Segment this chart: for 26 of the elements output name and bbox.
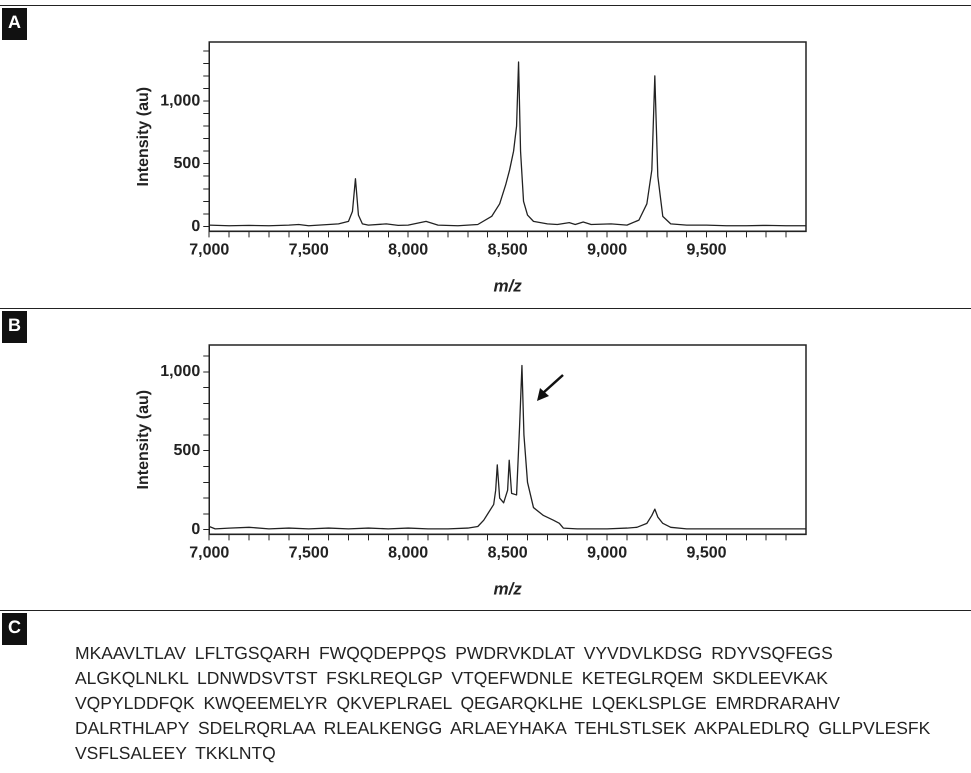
- y-tick-label: 0: [191, 521, 200, 538]
- x-tick-label: 8,000: [388, 544, 428, 562]
- x-tick-label: 7,000: [189, 241, 230, 258]
- y-axis-title: Intensity (au): [135, 390, 152, 490]
- x-tick-label: 9,000: [587, 241, 628, 258]
- y-axis-title: Intensity (au): [135, 86, 152, 186]
- x-tick-label: 8,000: [388, 241, 428, 258]
- x-tick-label: 9,500: [686, 544, 727, 562]
- x-tick-label: 7,500: [288, 544, 329, 562]
- y-tick-label: 500: [174, 442, 200, 460]
- y-tick-label: 1,000: [160, 363, 200, 380]
- y-tick-label: 500: [174, 155, 200, 172]
- y-tick-label: 0: [191, 218, 200, 235]
- x-axis-title: m/z: [493, 579, 522, 598]
- x-tick-label: 7,000: [189, 544, 230, 562]
- x-tick-label: 7,500: [288, 241, 329, 258]
- x-tick-label: 8,500: [488, 544, 528, 562]
- text: B: [8, 314, 21, 335]
- text: C: [2, 613, 27, 645]
- x-tick-label: 9,500: [686, 241, 727, 258]
- x-tick-label: 8,500: [488, 241, 528, 258]
- text: A: [8, 12, 21, 32]
- y-tick-label: 1,000: [160, 92, 200, 110]
- text: MKAAVLTLAV LFLTGSQARH FWQQDEPPQS PWDRVKDLAT VYVDVLKDSG RDYVSQFEGS ALGKQLNLKL LDNWDSVTST FSKLREQLGP VTQEFWDNLE KETEGLRQEM SKDLEEVKAK VQPYLDDFQK KWQEEMELYR QKVEPLRAEL QEGARQKLHE LQEKLSPLGE EMRDRARAHV DALRTHLAPY SDELRQRLAA RLEALKENGG ARLAEYHAKA TEHLSTLSEK AKPALEDLRQ GLLPVLESFK VSFLSALEEY TKKLNTQ: [75, 642, 932, 765]
- x-tick-label: 9,000: [587, 544, 628, 562]
- x-axis-title: m/z: [493, 276, 522, 296]
